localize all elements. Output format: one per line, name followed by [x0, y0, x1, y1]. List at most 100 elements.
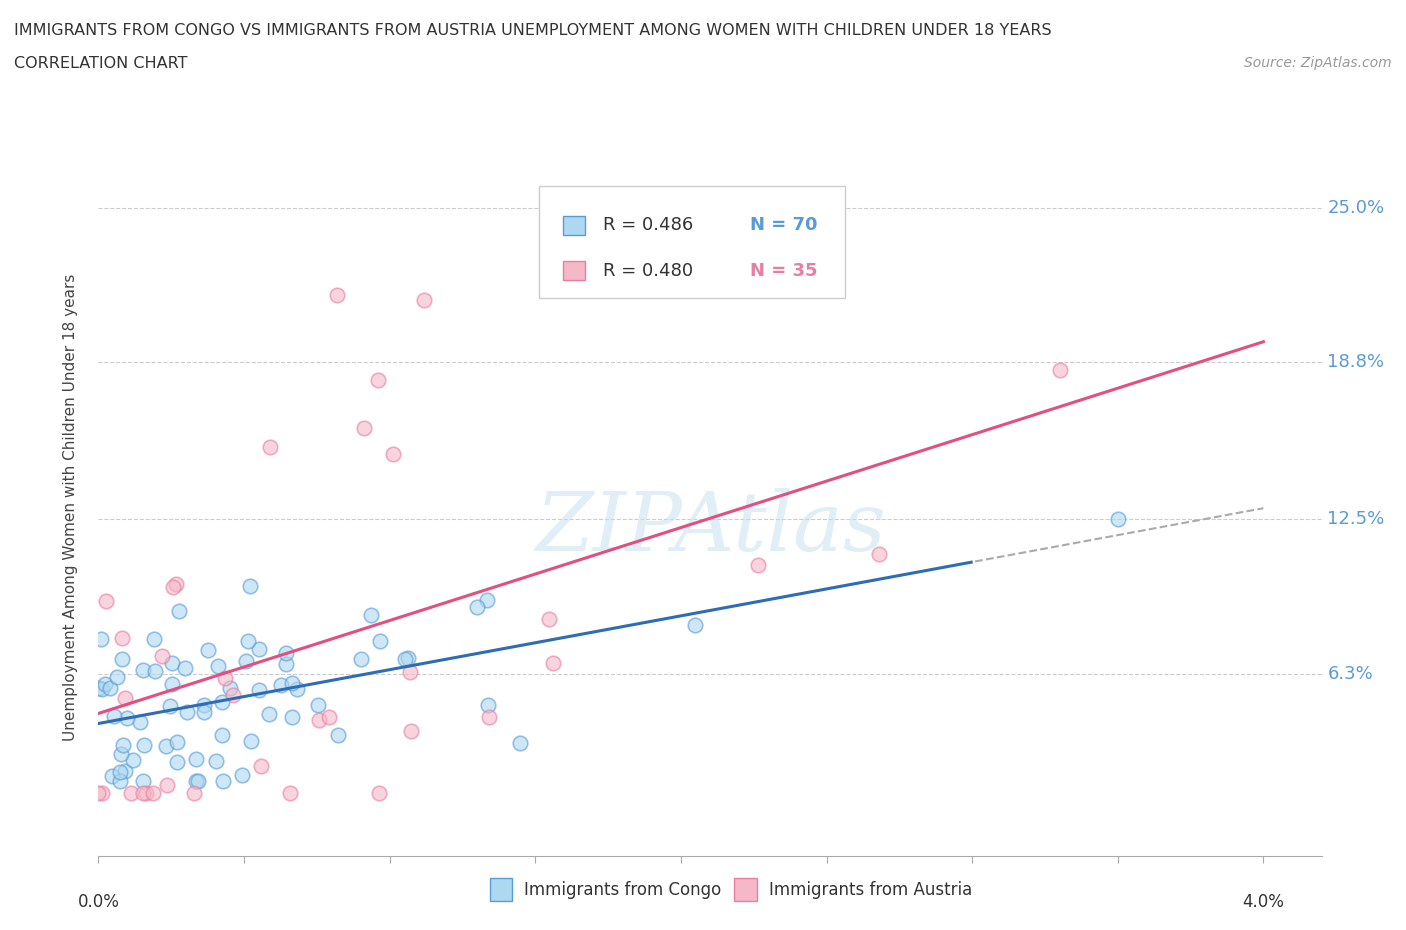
Point [174, 660, 197, 675]
Point [285, 682, 308, 697]
Point [184, 774, 207, 789]
Text: CORRELATION CHART: CORRELATION CHART [14, 56, 187, 71]
Point [270, 677, 292, 692]
Point [509, 736, 531, 751]
Point [370, 633, 392, 648]
Point [108, 765, 131, 780]
Point [396, 650, 419, 665]
Point [110, 746, 132, 761]
Point [308, 712, 330, 727]
Point [1049, 363, 1071, 378]
Text: 6.3%: 6.3% [1327, 665, 1374, 683]
Point [222, 688, 245, 703]
Point [87, 786, 110, 801]
Text: N = 70: N = 70 [749, 217, 817, 234]
Point [166, 754, 188, 769]
Point [399, 724, 422, 738]
Point [142, 631, 165, 646]
Point [186, 751, 208, 766]
Point [360, 607, 382, 622]
Point [155, 738, 177, 753]
Point [219, 681, 242, 696]
Point [197, 643, 219, 658]
Point [214, 671, 236, 685]
Bar [564, 216, 585, 235]
Text: 0.0%: 0.0% [77, 893, 120, 911]
Point [1107, 512, 1129, 526]
Point [90, 631, 112, 646]
Text: 12.5%: 12.5% [1327, 511, 1385, 528]
Point [114, 764, 136, 778]
Text: Source: ZipAtlas.com: Source: ZipAtlas.com [1244, 56, 1392, 70]
Point [869, 546, 891, 561]
Point [318, 710, 340, 724]
Point [204, 754, 226, 769]
Point [90, 682, 112, 697]
Text: N = 35: N = 35 [749, 261, 817, 280]
Point [160, 656, 183, 671]
Point [353, 420, 375, 435]
Point [135, 786, 157, 801]
Point [307, 698, 329, 712]
Point [120, 786, 142, 801]
Text: Immigrants from Austria: Immigrants from Austria [769, 881, 972, 898]
Point [394, 652, 416, 667]
Point [160, 677, 183, 692]
Text: 25.0%: 25.0% [1327, 199, 1385, 217]
Point [259, 439, 281, 454]
Point [100, 768, 122, 783]
Text: Immigrants from Congo: Immigrants from Congo [524, 881, 721, 898]
Point [187, 774, 209, 789]
Text: 4.0%: 4.0% [1243, 893, 1284, 911]
Point [89, 681, 111, 696]
Point [281, 676, 304, 691]
Point [193, 705, 215, 720]
Point [350, 651, 373, 666]
Point [367, 373, 389, 388]
Point [249, 759, 271, 774]
Text: IMMIGRANTS FROM CONGO VS IMMIGRANTS FROM AUSTRIA UNEMPLOYMENT AMONG WOMEN WITH C: IMMIGRANTS FROM CONGO VS IMMIGRANTS FROM… [14, 23, 1052, 38]
Point [128, 715, 150, 730]
Point [155, 777, 177, 792]
Point [162, 579, 184, 594]
Point [131, 774, 153, 789]
Point [90, 786, 112, 801]
Point [278, 786, 301, 801]
Point [541, 656, 564, 671]
Point [134, 737, 156, 752]
Point [465, 599, 488, 614]
Text: ZIPAtlas: ZIPAtlas [534, 487, 886, 568]
Bar [734, 878, 756, 901]
Point [399, 665, 422, 680]
Point [98, 681, 121, 696]
Point [105, 670, 128, 684]
Point [142, 786, 165, 801]
Point [235, 654, 257, 669]
Point [207, 658, 229, 673]
Point [239, 733, 262, 748]
Point [477, 698, 499, 712]
Point [239, 578, 262, 593]
Bar [489, 878, 512, 901]
Point [193, 698, 215, 712]
Point [115, 711, 138, 725]
Point [413, 293, 436, 308]
Point [167, 604, 190, 618]
Point [110, 774, 132, 789]
Y-axis label: Unemployment Among Women with Children Under 18 years: Unemployment Among Women with Children U… [63, 273, 77, 740]
Point [166, 735, 188, 750]
Point [538, 612, 561, 627]
Point [747, 558, 769, 573]
Point [247, 683, 270, 698]
Point [274, 645, 297, 660]
Point [211, 727, 233, 742]
Point [326, 287, 349, 302]
Point [103, 709, 125, 724]
Point [159, 698, 181, 713]
Point [238, 634, 260, 649]
Point [176, 704, 198, 719]
Text: R = 0.486: R = 0.486 [603, 217, 710, 234]
Point [212, 774, 235, 789]
Point [111, 631, 134, 645]
FancyBboxPatch shape [538, 186, 845, 298]
